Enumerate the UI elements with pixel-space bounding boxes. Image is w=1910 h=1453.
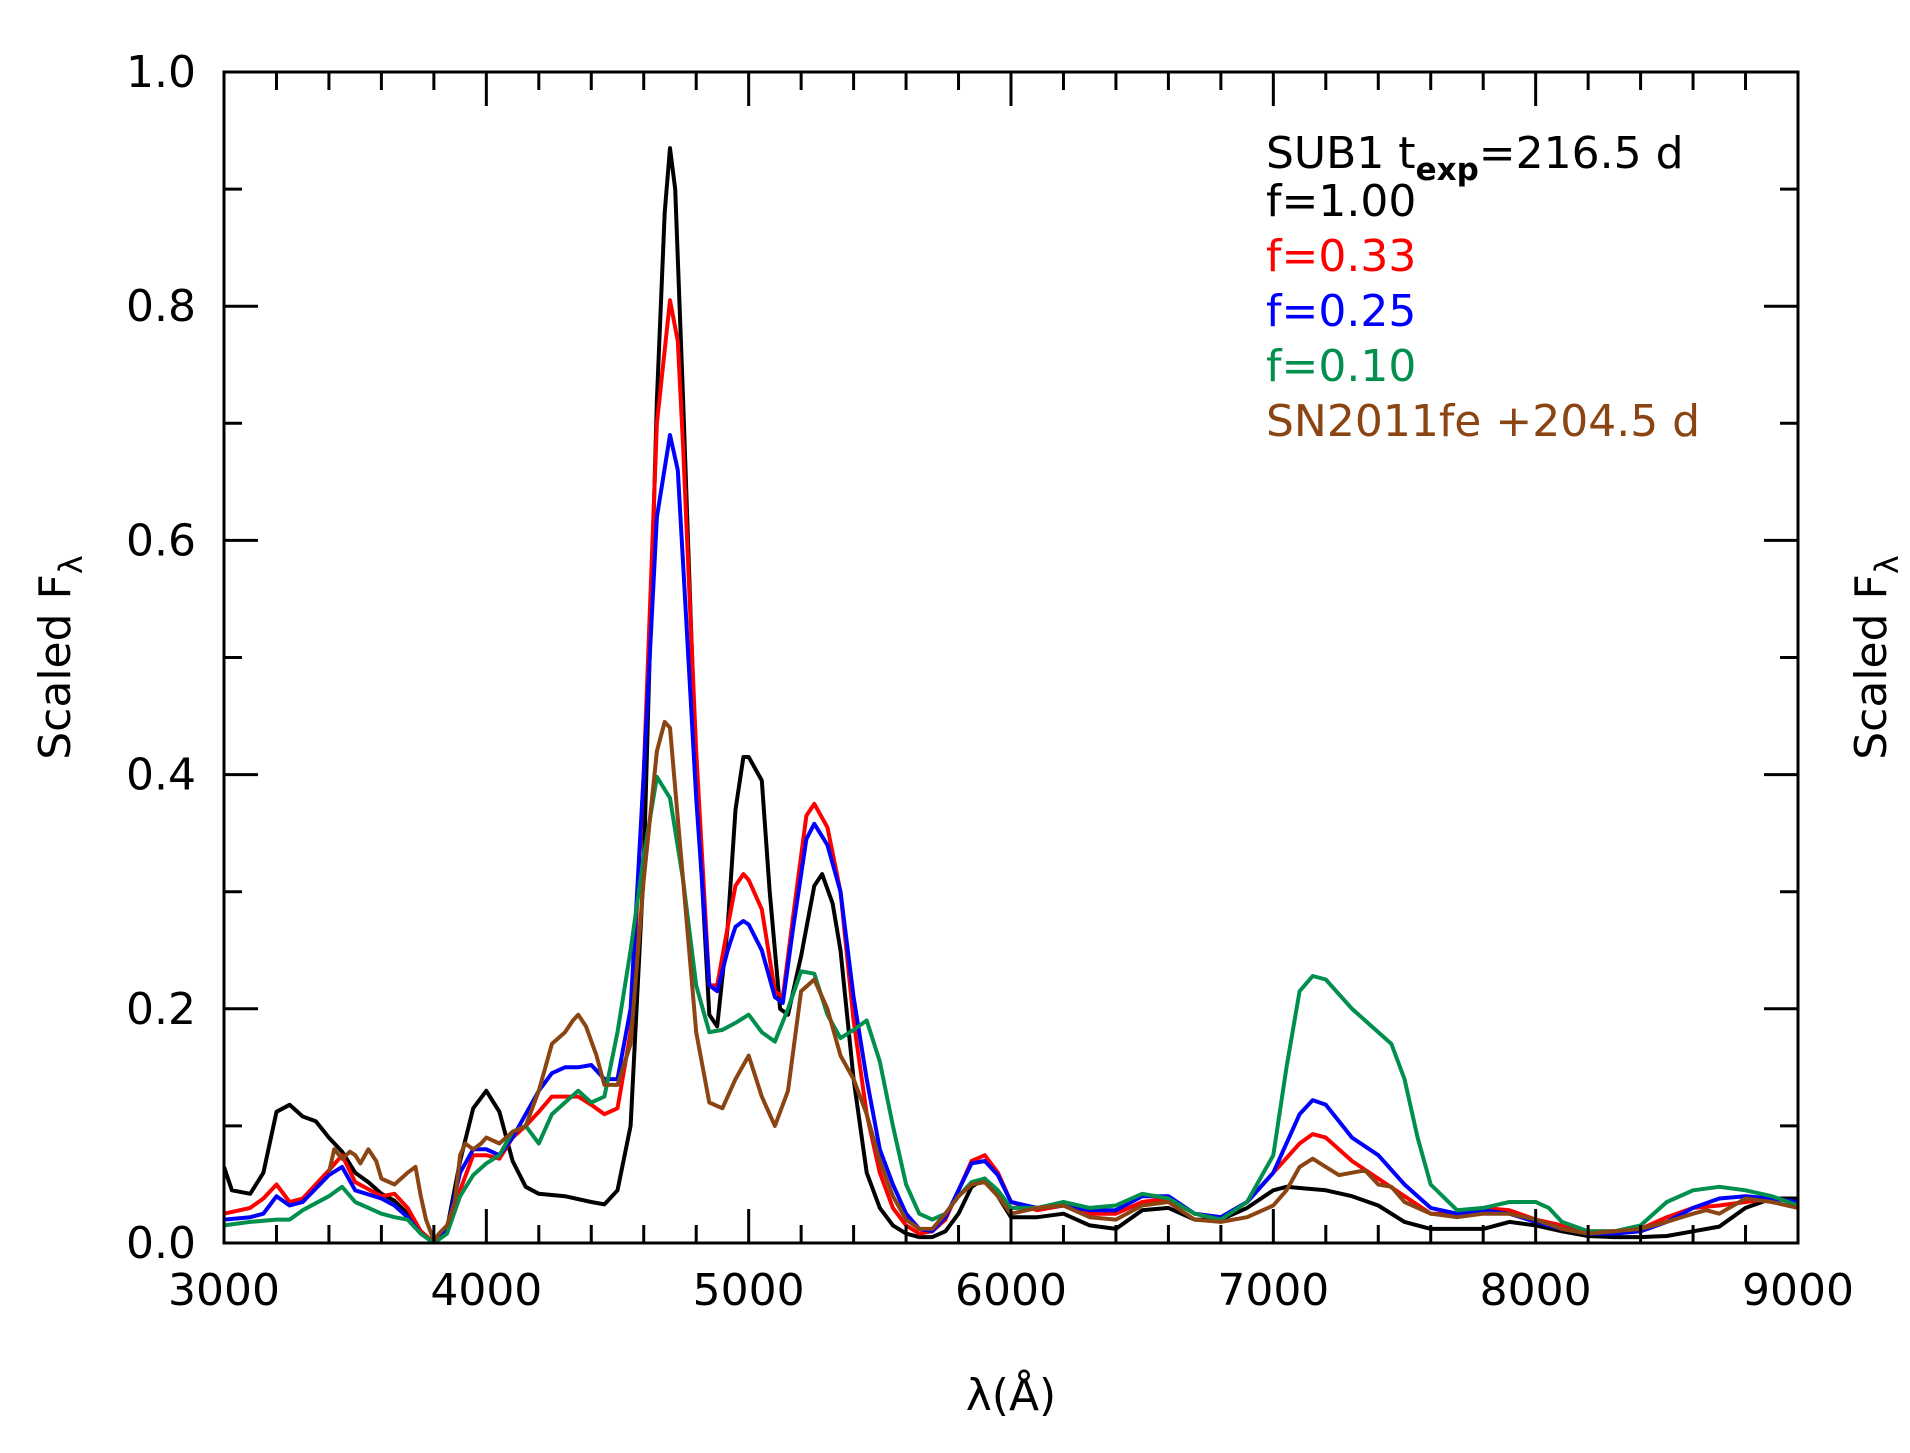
y-axis-title-right-sub: λ (1868, 555, 1906, 574)
y-tick-label: 0.2 (126, 984, 196, 1035)
x-axis-title: λ(Å) (966, 1368, 1056, 1421)
series-line-3 (224, 774, 1798, 1243)
legend-entry-3: f=0.10 (1266, 341, 1416, 392)
legend-entry-0: f=1.00 (1266, 176, 1416, 227)
series-line-2 (224, 433, 1798, 1243)
y-axis-title-right-main: Scaled F (1846, 574, 1897, 760)
y-tick-label: 1.0 (126, 47, 196, 98)
y-axis-title-right: Scaled Fλ (1846, 555, 1906, 760)
series-line-4 (326, 719, 1798, 1243)
x-tick-label: 6000 (955, 1265, 1067, 1316)
legend-entry-1: f=0.33 (1266, 231, 1416, 282)
legend-entry-2: f=0.25 (1266, 286, 1416, 337)
series-group (224, 146, 1798, 1243)
x-tick-label: 7000 (1217, 1265, 1329, 1316)
x-tick-label: 3000 (168, 1265, 280, 1316)
ticks-group (222, 70, 1800, 1245)
legend-title-prefix: SUB1 t (1266, 128, 1416, 179)
x-tick-label: 9000 (1742, 1265, 1854, 1316)
y-axis-title-left-sub: λ (52, 555, 90, 574)
y-axis-title-left-main: Scaled F (30, 574, 81, 760)
x-tick-label: 5000 (693, 1265, 805, 1316)
legend-title-subscript: exp (1416, 152, 1479, 188)
y-tick-label: 0.4 (126, 750, 196, 801)
x-tick-label: 4000 (430, 1265, 542, 1316)
x-tick-label: 8000 (1480, 1265, 1592, 1316)
y-tick-label: 0.6 (126, 515, 196, 566)
tick-labels-group: 3000 4000 5000 6000 7000 8000 9000 0.0 0.2 0.4 0.6… (126, 47, 1854, 1316)
legend-title-suffix: =216.5 d (1479, 128, 1684, 179)
y-tick-label: 0.0 (126, 1218, 196, 1269)
y-axis-title-left: Scaled Fλ (30, 555, 90, 760)
legend-title: SUB1 texp=216.5 d (1266, 128, 1684, 188)
legend-entry-4: SN2011fe +204.5 d (1266, 396, 1700, 447)
legend: SUB1 texp=216.5 d f=1.00f=0.33f=0.25f=0.… (1266, 128, 1700, 447)
y-tick-label: 0.8 (126, 281, 196, 332)
